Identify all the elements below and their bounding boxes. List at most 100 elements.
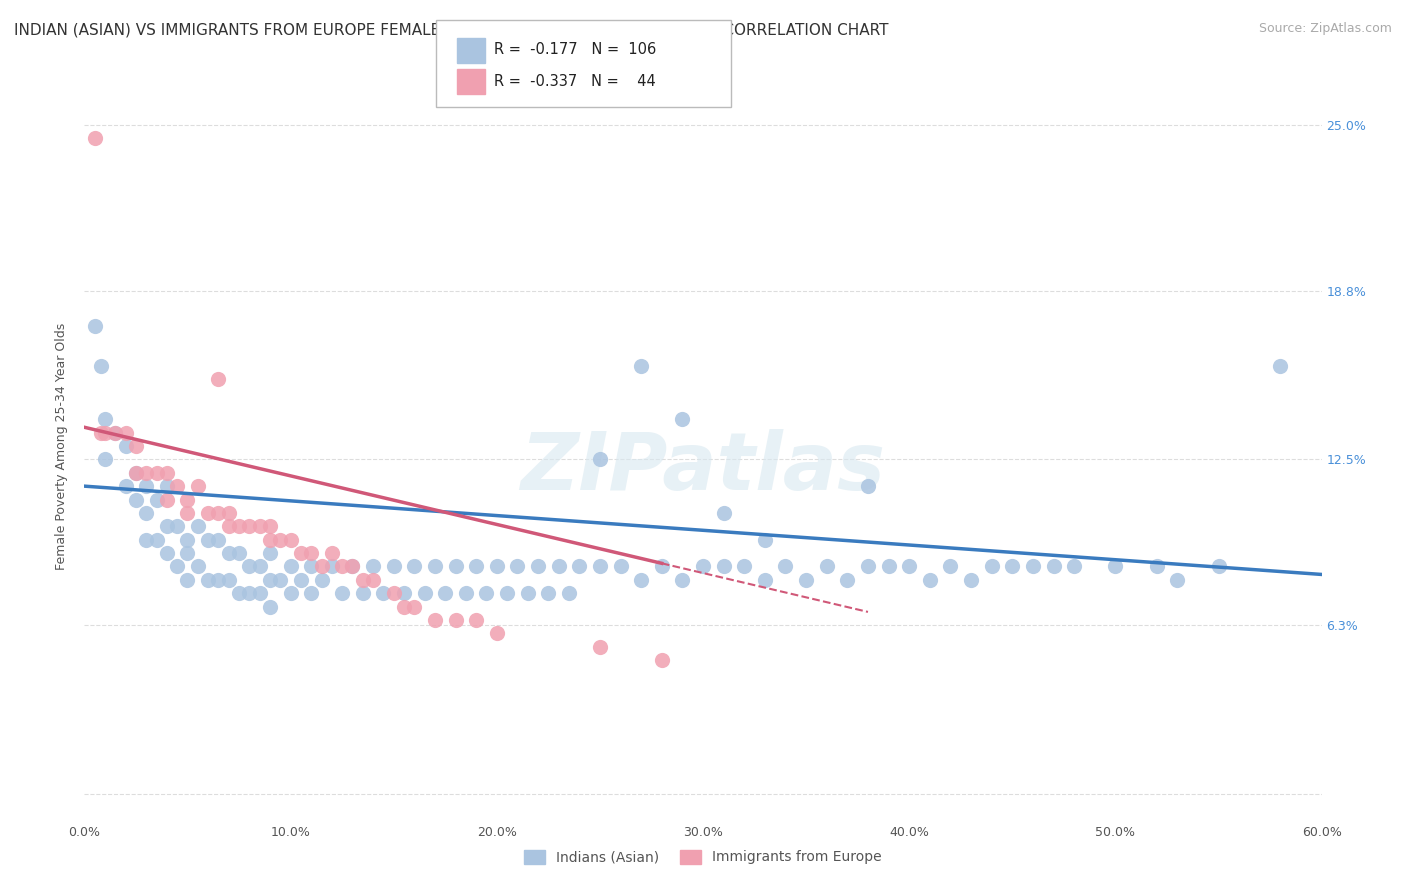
Point	[382, 586, 405, 600]
Point	[299, 546, 322, 560]
Point	[187, 559, 209, 574]
Point	[392, 599, 415, 614]
Point	[609, 559, 631, 574]
Point	[104, 425, 127, 440]
Point	[290, 573, 312, 587]
Point	[794, 573, 817, 587]
Point	[238, 559, 260, 574]
Point	[1208, 559, 1230, 574]
Point	[630, 573, 652, 587]
Point	[269, 533, 291, 547]
Point	[1022, 559, 1045, 574]
Point	[898, 559, 921, 574]
Point	[382, 559, 405, 574]
Point	[465, 613, 488, 627]
Point	[299, 586, 322, 600]
Point	[373, 586, 395, 600]
Point	[960, 573, 983, 587]
Point	[104, 425, 127, 440]
Point	[692, 559, 714, 574]
Point	[218, 506, 240, 520]
Point	[352, 586, 374, 600]
Point	[114, 439, 136, 453]
Point	[166, 519, 188, 533]
Point	[125, 492, 148, 507]
Point	[187, 479, 209, 493]
Point	[630, 359, 652, 373]
Point	[485, 559, 508, 574]
Point	[754, 573, 776, 587]
Point	[980, 559, 1002, 574]
Point	[547, 559, 569, 574]
Point	[259, 519, 281, 533]
Point	[218, 519, 240, 533]
Point	[187, 519, 209, 533]
Point	[815, 559, 838, 574]
Text: INDIAN (ASIAN) VS IMMIGRANTS FROM EUROPE FEMALE POVERTY AMONG 25-34 YEAR OLDS CO: INDIAN (ASIAN) VS IMMIGRANTS FROM EUROPE…	[14, 22, 889, 37]
Y-axis label: Female Poverty Among 25-34 Year Olds: Female Poverty Among 25-34 Year Olds	[55, 322, 69, 570]
Point	[83, 318, 105, 333]
Point	[156, 519, 179, 533]
Point	[290, 546, 312, 560]
Point	[444, 559, 467, 574]
Point	[166, 559, 188, 574]
Point	[321, 546, 343, 560]
Point	[259, 573, 281, 587]
Point	[299, 559, 322, 574]
Point	[145, 533, 167, 547]
Point	[352, 573, 374, 587]
Point	[1042, 559, 1064, 574]
Point	[125, 466, 148, 480]
Point	[197, 533, 219, 547]
Point	[651, 653, 673, 667]
Point	[94, 452, 117, 467]
Point	[249, 519, 271, 533]
Point	[1001, 559, 1024, 574]
Point	[361, 573, 384, 587]
Point	[90, 359, 112, 373]
Point	[733, 559, 755, 574]
Point	[176, 546, 198, 560]
Point	[218, 546, 240, 560]
Point	[454, 586, 477, 600]
Point	[856, 559, 879, 574]
Point	[238, 586, 260, 600]
Point	[311, 559, 333, 574]
Point	[197, 506, 219, 520]
Point	[156, 492, 179, 507]
Point	[280, 559, 302, 574]
Point	[114, 479, 136, 493]
Text: R =  -0.337   N =    44: R = -0.337 N = 44	[494, 74, 655, 88]
Point	[671, 573, 693, 587]
Point	[135, 466, 157, 480]
Point	[423, 613, 446, 627]
Point	[423, 559, 446, 574]
Point	[444, 613, 467, 627]
Point	[568, 559, 591, 574]
Point	[94, 412, 117, 426]
Point	[197, 573, 219, 587]
Point	[114, 425, 136, 440]
Point	[413, 586, 436, 600]
Point	[259, 546, 281, 560]
Point	[259, 599, 281, 614]
Point	[166, 479, 188, 493]
Point	[228, 519, 250, 533]
Point	[342, 559, 364, 574]
Point	[83, 131, 105, 145]
Point	[156, 466, 179, 480]
Point	[176, 533, 198, 547]
Point	[207, 573, 229, 587]
Point	[1063, 559, 1085, 574]
Point	[259, 533, 281, 547]
Point	[856, 479, 879, 493]
Point	[249, 586, 271, 600]
Point	[94, 425, 117, 440]
Point	[207, 372, 229, 386]
Point	[361, 559, 384, 574]
Point	[589, 640, 612, 654]
Point	[249, 559, 271, 574]
Point	[280, 533, 302, 547]
Point	[918, 573, 941, 587]
Point	[404, 599, 426, 614]
